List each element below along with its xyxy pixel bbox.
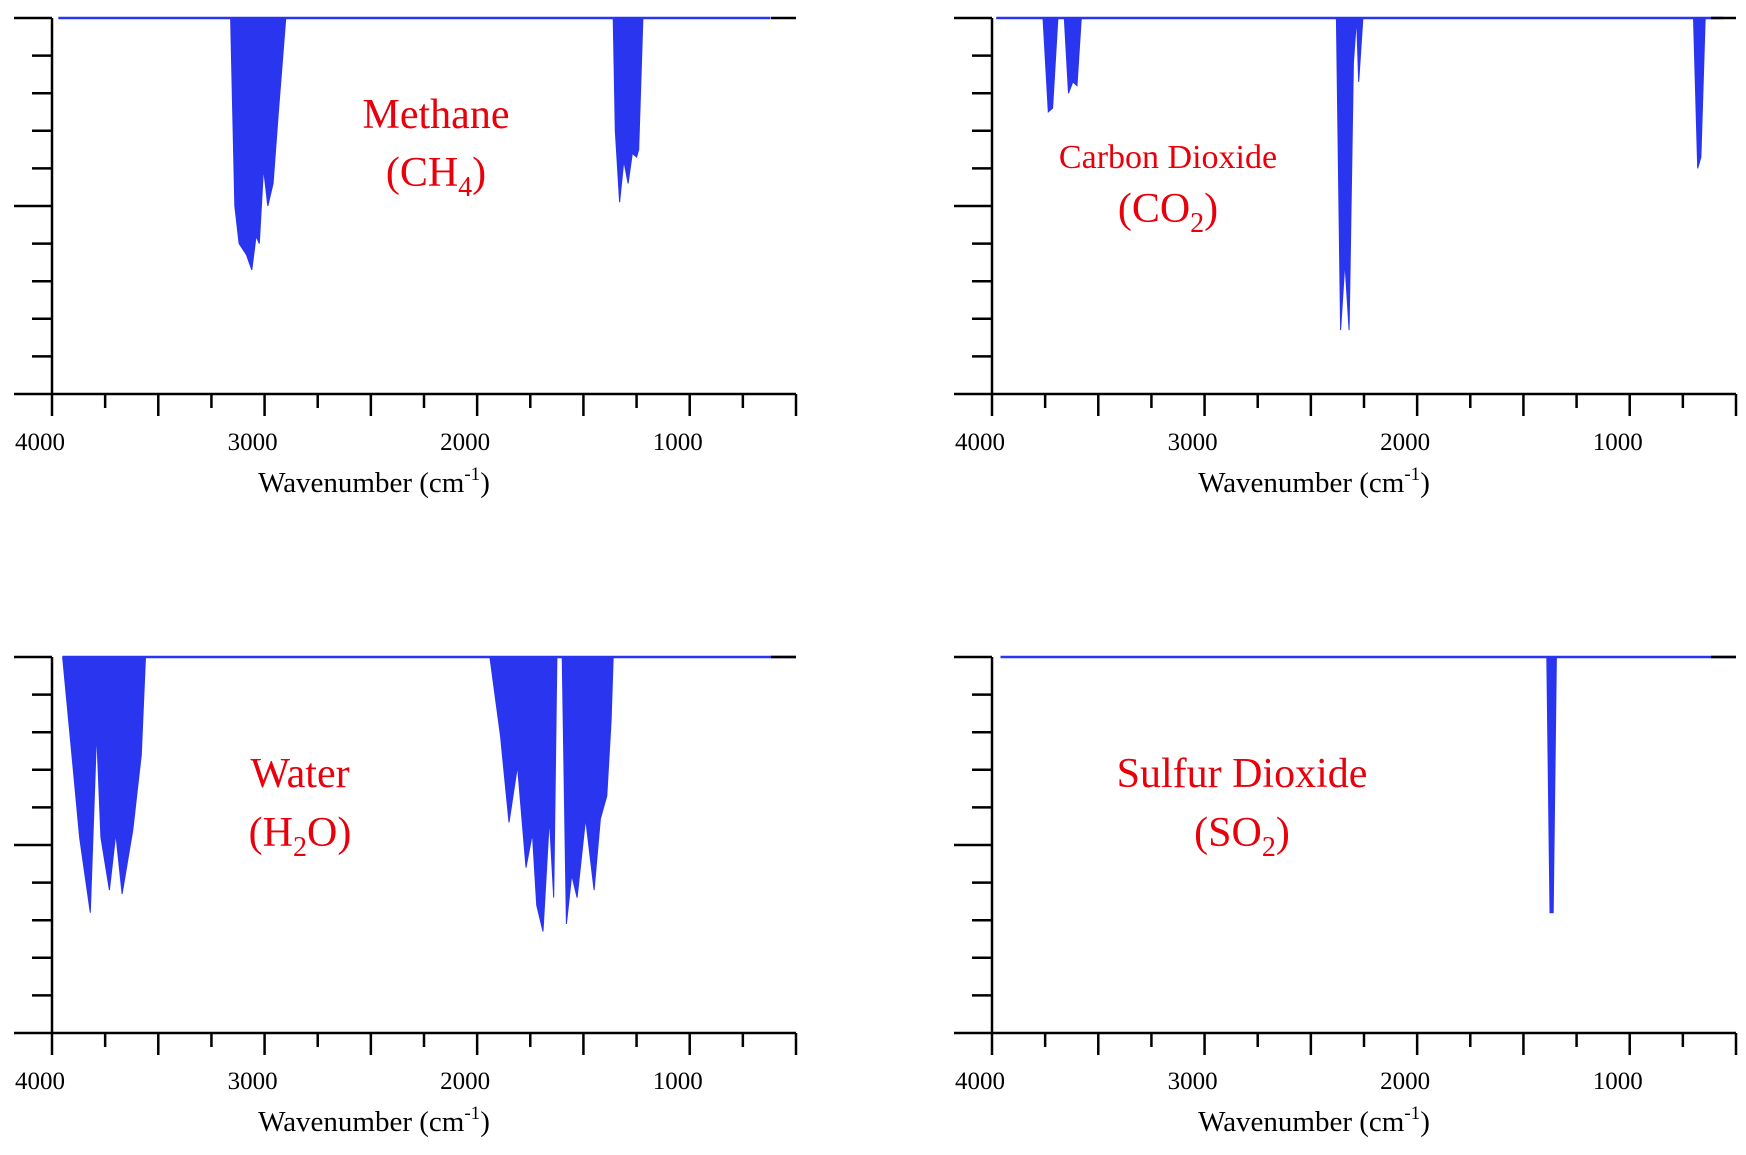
x-axis-title: Wavenumber (cm-1) [1198, 464, 1430, 499]
molecule-name: Water [250, 751, 349, 797]
x-tick-label: 3000 [1168, 429, 1218, 456]
x-axis-title: Wavenumber (cm-1) [1198, 1103, 1430, 1138]
x-tick-label: 3000 [1168, 1068, 1218, 1095]
spectrum-panel-1: 4000 3000 2000 1000 Wavenumber (cm-1) Methane… [14, 16, 798, 499]
x-tick-label: 2000 [440, 429, 490, 456]
x-axis-title: Wavenumber (cm-1) [258, 1103, 490, 1138]
molecule-formula: (CO2) [1118, 186, 1218, 239]
x-tick-label: 4000 [15, 1068, 65, 1095]
x-tick-label: 1000 [1593, 429, 1643, 456]
x-tick-label: 2000 [1380, 429, 1430, 456]
x-tick-label: 4000 [955, 429, 1005, 456]
x-tick-label: 2000 [1380, 1068, 1430, 1095]
x-tick-label: 3000 [228, 1068, 278, 1095]
absorbance-area [996, 17, 1724, 331]
spectrum-panel-3: 4000 3000 2000 1000 Wavenumber (cm-1) Water (H… [14, 655, 798, 1138]
molecule-formula: (SO2) [1194, 810, 1290, 863]
molecule-name: Methane [363, 92, 510, 138]
molecule-name: Carbon Dioxide [1059, 139, 1277, 176]
spectrum-panel-2: 4000 3000 2000 1000 Wavenumber (cm-1) Carbon … [954, 16, 1738, 499]
x-tick-label: 1000 [653, 1068, 703, 1095]
molecule-formula: (H2O) [249, 810, 352, 863]
x-tick-label: 3000 [228, 429, 278, 456]
molecule-formula: (CH4) [386, 150, 486, 203]
spectrum-panel-4: 4000 3000 2000 1000 Wavenumber (cm-1) Sulfur … [954, 655, 1738, 1138]
absorbance-area [58, 17, 771, 271]
absorbance-area [62, 656, 796, 932]
molecule-name: Sulfur Dioxide [1117, 751, 1368, 797]
x-tick-label: 4000 [15, 429, 65, 456]
x-tick-label: 4000 [955, 1068, 1005, 1095]
x-tick-label: 2000 [440, 1068, 490, 1095]
absorbance-area [1000, 656, 1736, 914]
x-axis-title: Wavenumber (cm-1) [258, 464, 490, 499]
x-tick-label: 1000 [653, 429, 703, 456]
x-tick-label: 1000 [1593, 1068, 1643, 1095]
